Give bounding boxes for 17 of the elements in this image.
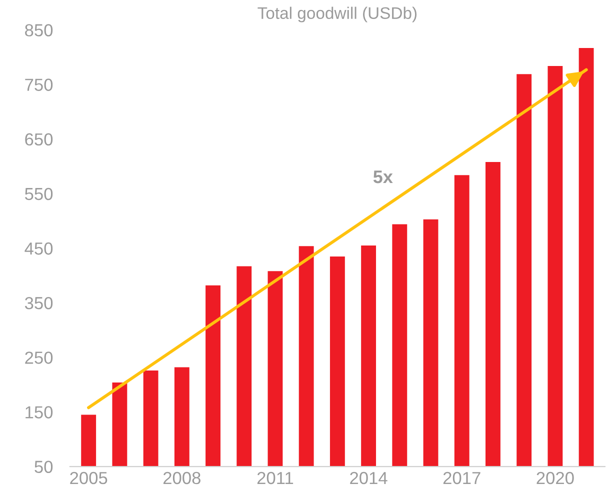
- y-tick-label: 650: [25, 133, 53, 146]
- chart-title: Total goodwill (USDb): [258, 6, 417, 22]
- y-tick-label: 550: [24, 188, 53, 200]
- y-tick-label: 750: [25, 78, 53, 91]
- x-tick-label: 2014: [350, 472, 388, 484]
- y-tick-label: 250: [25, 352, 53, 364]
- y-tick-label: 350: [24, 297, 53, 310]
- x-tick-label: 2017: [443, 472, 480, 484]
- x-tick-label: 2008: [163, 472, 200, 484]
- x-tick-label: 2020: [536, 472, 574, 484]
- y-tick-label: 150: [26, 406, 53, 418]
- x-tick-label: 2011: [257, 472, 294, 484]
- annotation: 5x: [373, 170, 393, 184]
- y-tick-label: 450: [24, 242, 53, 255]
- y-tick-label: 850: [25, 24, 53, 36]
- y-tick-label: 50: [34, 460, 53, 474]
- x-tick-label: 2005: [70, 472, 108, 484]
